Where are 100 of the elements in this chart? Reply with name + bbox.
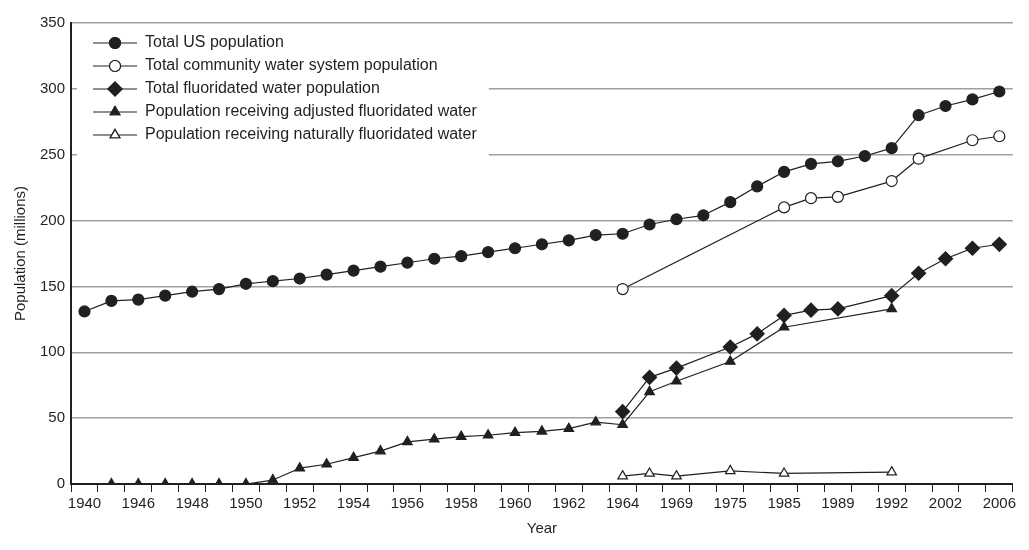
point [508, 242, 522, 255]
point [347, 264, 360, 277]
x-tick-label: 1992 [875, 494, 909, 512]
point [777, 201, 791, 214]
point [670, 213, 683, 226]
point [668, 360, 685, 376]
point [858, 149, 871, 163]
point [375, 444, 386, 455]
point [724, 355, 736, 365]
legend-label: Total community water system population [145, 56, 438, 74]
x-tick-label: 1969 [659, 494, 694, 512]
x-tick-label: 1946 [121, 494, 155, 512]
point [749, 326, 765, 342]
point [644, 467, 655, 477]
point [617, 470, 628, 480]
point [966, 93, 979, 106]
y-tick-label: 300 [40, 79, 66, 96]
point [535, 238, 549, 251]
legend-label: Total fluoridated water population [145, 79, 380, 97]
x-tick-label: 1952 [283, 494, 317, 512]
point [804, 157, 818, 171]
point [616, 282, 629, 296]
legend-label: Population receiving naturally fluoridated water [145, 125, 478, 143]
point [993, 85, 1006, 98]
point [132, 293, 145, 306]
x-tick-label: 1962 [552, 494, 586, 512]
point [641, 369, 658, 385]
point [776, 307, 792, 324]
point [884, 288, 900, 304]
x-tick-label: 1958 [444, 494, 478, 512]
point [455, 430, 467, 440]
y-axis-title: Population (millions) [11, 185, 29, 322]
x-tick-label: 1989 [821, 494, 855, 512]
x-tick-label: 1948 [175, 494, 209, 512]
point [966, 134, 979, 147]
point [294, 462, 306, 472]
point [616, 227, 629, 240]
point [912, 152, 925, 165]
point [778, 321, 790, 331]
point [885, 174, 898, 188]
x-tick-label: 1975 [713, 494, 747, 512]
point [615, 403, 631, 420]
point [428, 252, 441, 265]
x-tick-label: 1950 [229, 494, 263, 512]
point [562, 234, 575, 247]
point [722, 339, 738, 355]
point [78, 305, 91, 318]
point [644, 385, 655, 396]
point [993, 130, 1006, 143]
point [589, 228, 602, 242]
point [911, 265, 927, 281]
point [777, 165, 791, 178]
y-tick-label: 250 [40, 144, 66, 162]
point [590, 415, 602, 426]
point [939, 99, 952, 113]
x-tick-label: 2006 [982, 494, 1017, 512]
y-tick-label: 350 [40, 13, 66, 31]
point [643, 218, 656, 231]
point [509, 426, 521, 436]
point [348, 451, 359, 462]
point [724, 196, 737, 209]
point [912, 109, 925, 122]
x-tick-label: 1960 [498, 494, 532, 512]
point [885, 142, 898, 155]
point [482, 246, 495, 259]
point [991, 236, 1007, 252]
point [831, 155, 844, 168]
point [159, 289, 172, 302]
point [266, 275, 279, 288]
point [482, 429, 494, 439]
point [886, 466, 898, 476]
point [212, 282, 226, 296]
point [830, 301, 846, 317]
point [105, 294, 118, 308]
y-tick-label: 100 [40, 342, 66, 360]
y-tick-label: 200 [40, 210, 66, 228]
x-tick-label: 1985 [767, 494, 801, 512]
point [321, 458, 333, 468]
point [964, 240, 981, 256]
point [886, 302, 898, 313]
point [293, 272, 306, 285]
x-tick-label: 1940 [67, 494, 102, 512]
point [724, 464, 736, 475]
point [374, 260, 387, 273]
point [671, 375, 682, 385]
point [563, 422, 575, 433]
legend-label: Population receiving adjusted fluoridated water [145, 102, 478, 120]
legend-label: Total US population [145, 33, 284, 51]
point [937, 251, 954, 267]
point [778, 467, 790, 477]
point [831, 190, 844, 203]
point [697, 209, 710, 222]
point [751, 180, 764, 193]
x-tick-label: 1956 [390, 494, 425, 512]
point [536, 425, 548, 435]
x-tick-label: 2002 [928, 494, 963, 512]
y-tick-label: 50 [48, 408, 66, 426]
point [428, 433, 440, 443]
point [239, 277, 253, 290]
point [186, 285, 199, 298]
